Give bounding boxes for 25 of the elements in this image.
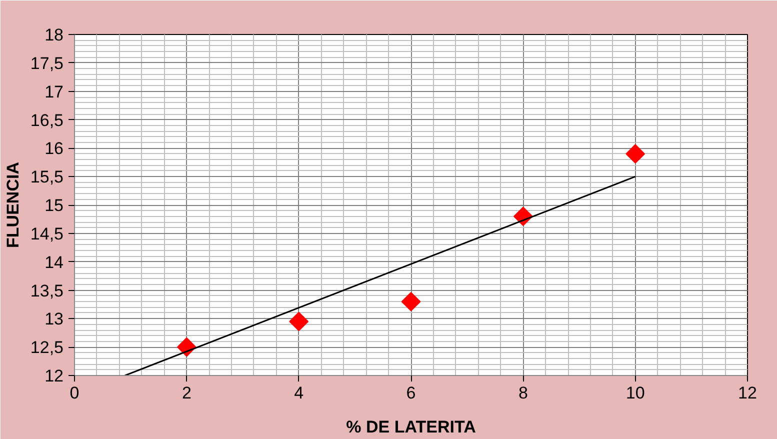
point — [289, 312, 309, 332]
y-tick-label: 13 — [44, 310, 64, 329]
y-tick-label: 15,5 — [30, 168, 64, 187]
x-tick-label: 12 — [738, 384, 757, 402]
y-tick-label: 16 — [44, 139, 64, 158]
point — [626, 144, 646, 164]
y-tick-label: 17 — [44, 82, 64, 102]
x-tick-label: 8 — [518, 384, 528, 402]
y-tick-label: 12 — [44, 366, 64, 386]
y-tick-label: 15 — [44, 196, 64, 215]
y-tick-label: 18 — [44, 26, 64, 44]
point — [401, 292, 421, 312]
x-axis-title: % DE LATERITA — [346, 418, 476, 436]
y-tick-label: 12,5 — [30, 338, 64, 358]
y-axis-title: FLUENCIA — [3, 162, 22, 248]
y-tick-label: 14 — [44, 252, 64, 272]
x-tick-label: 6 — [406, 384, 416, 402]
y-tick-label: 16,5 — [30, 110, 64, 130]
x-tick-label: 2 — [182, 384, 192, 402]
x-tick-label: 10 — [626, 384, 645, 402]
y-tick-label: 17,5 — [30, 54, 64, 73]
x-tick-label: 0 — [70, 384, 80, 402]
y-tick-label: 13,5 — [30, 281, 64, 300]
y-tick-label: 14,5 — [30, 224, 64, 244]
x-tick-label: 4 — [294, 384, 304, 402]
